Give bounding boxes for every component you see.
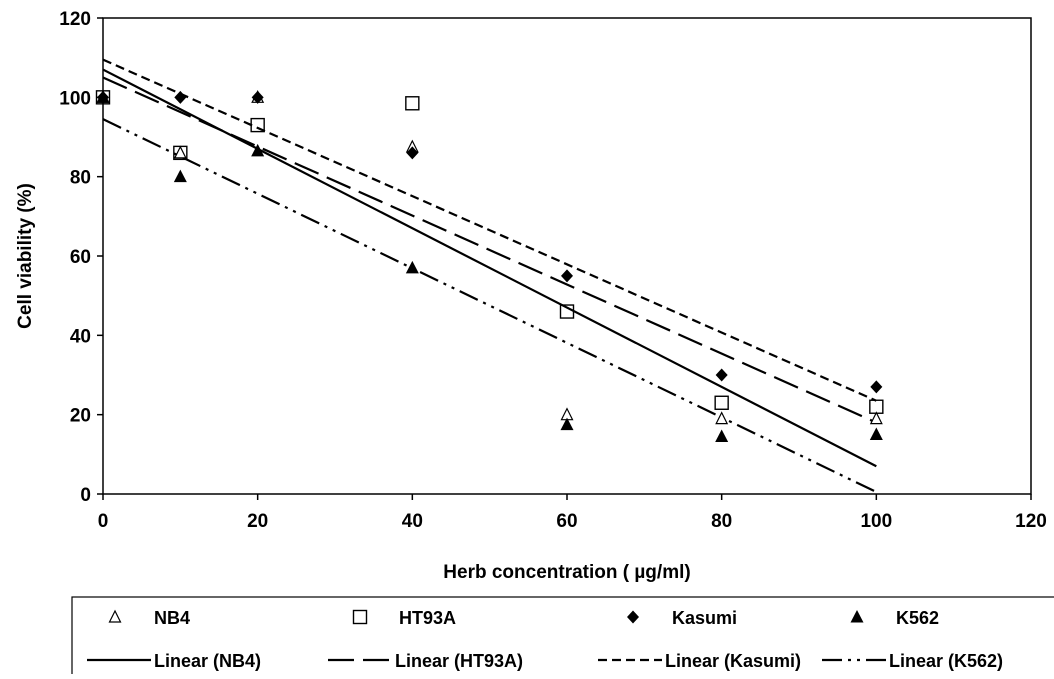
legend-label-ht93a: HT93A: [399, 608, 456, 628]
point-ht93a: [714, 395, 729, 410]
legend-label-linear-nb4: Linear (NB4): [154, 651, 261, 671]
x-tick-label: 0: [98, 511, 109, 532]
data-points: [95, 89, 884, 442]
point-nb4: [869, 411, 883, 425]
legend-box: [71, 596, 1054, 678]
legend-marker-k562: [850, 610, 864, 623]
point-ht93a: [869, 399, 884, 414]
point-kasumi: [870, 380, 883, 394]
trendline-linear-kasumi: [102, 58, 877, 402]
point-ht93a: [405, 96, 420, 111]
point-kasumi: [561, 269, 573, 283]
legend-label-linear-ht93a: Linear (HT93A): [395, 651, 523, 671]
x-tick-label: 100: [860, 511, 892, 532]
x-tick-label: 60: [556, 511, 577, 532]
point-k562: [96, 90, 110, 103]
point-ht93a: [250, 117, 265, 133]
legend-label-linear-k562: Linear (K562): [889, 651, 1003, 671]
point-kasumi: [715, 368, 728, 382]
point-nb4: [715, 411, 729, 425]
axis-labels: Herb concentration ( µg/ml) Cell viabili…: [15, 183, 691, 583]
y-axis-title: Cell viability (%): [15, 183, 36, 329]
x-tick-label: 20: [247, 511, 268, 532]
y-tick-label: 100: [59, 88, 91, 109]
point-nb4: [173, 145, 187, 159]
point-k562: [869, 427, 883, 440]
y-tick-label: 0: [80, 485, 91, 506]
point-k562: [715, 429, 729, 442]
y-tick-label: 120: [59, 9, 91, 30]
legend-marker-kasumi: [627, 610, 639, 624]
axes: 0 20 40 60 80 100 120 0 20 40 60 80 100 120: [59, 9, 1047, 532]
legend-label-k562: K562: [896, 608, 939, 628]
legend-label-linear-kasumi: Linear (Kasumi): [665, 651, 801, 671]
point-k562: [560, 417, 574, 431]
trendlines: [102, 58, 877, 494]
legend-label-nb4: NB4: [154, 608, 190, 628]
x-tick-label: 120: [1015, 511, 1047, 532]
trendline-linear-k562: [102, 118, 877, 494]
y-tick-label: 80: [70, 168, 91, 189]
point-ht93a: [559, 304, 575, 319]
y-tick-label: 60: [70, 247, 91, 268]
point-kasumi: [406, 146, 419, 160]
point-kasumi: [174, 90, 187, 104]
legend-marker-nb4: [108, 609, 122, 623]
x-axis-title: Herb concentration ( µg/ml): [443, 562, 690, 583]
legend-label-kasumi: Kasumi: [672, 608, 737, 628]
legend: NB4 HT93A Kasumi K562 Linear (NB4) Linear (HT…: [71, 596, 1054, 678]
point-k562: [251, 143, 265, 157]
y-tick-label: 40: [70, 326, 91, 347]
legend-marker-ht93a: [352, 609, 368, 625]
point-kasumi: [251, 90, 264, 104]
y-tick-label: 20: [70, 406, 91, 427]
x-tick-label: 40: [402, 511, 423, 532]
x-tick-label: 80: [711, 511, 732, 532]
point-k562: [173, 169, 187, 183]
point-k562: [405, 260, 419, 274]
trendline-linear-ht93a: [102, 76, 877, 424]
point-ht93a: [173, 145, 188, 161]
